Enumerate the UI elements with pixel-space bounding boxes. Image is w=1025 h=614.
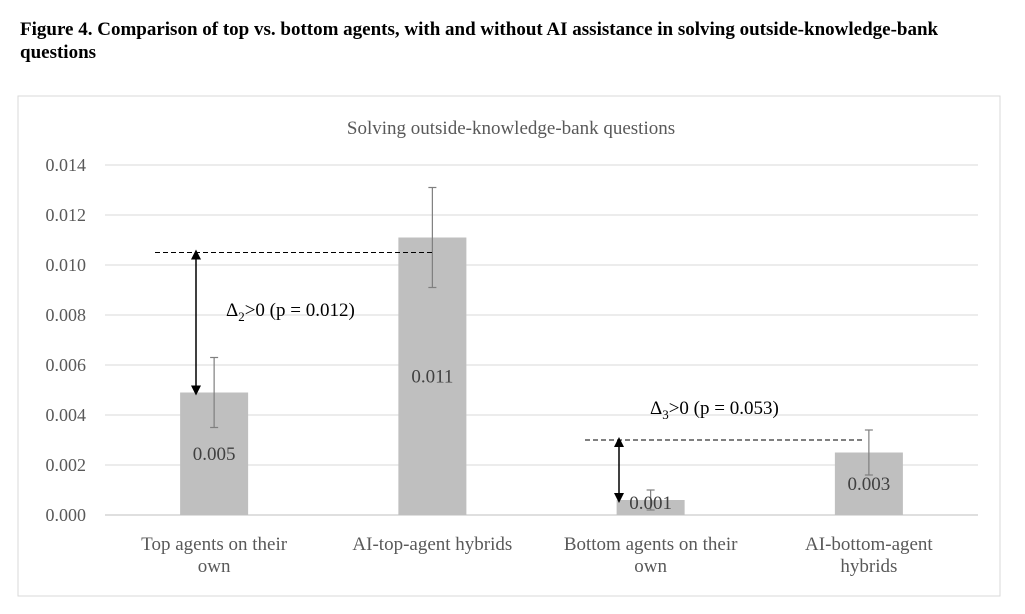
y-tick-label: 0.010 bbox=[46, 255, 87, 275]
x-tick-label: own bbox=[198, 556, 231, 577]
y-tick-label: 0.008 bbox=[46, 305, 87, 325]
chart-title: Solving outside-knowledge-bank questions bbox=[347, 118, 675, 139]
x-tick-label: Bottom agents on their bbox=[564, 534, 738, 555]
x-tick-label: hybrids bbox=[840, 556, 897, 577]
annotation-label: Δ2>0 (p = 0.012) bbox=[226, 300, 355, 324]
data-label: 0.003 bbox=[848, 474, 891, 495]
y-tick-label: 0.014 bbox=[46, 155, 87, 175]
y-tick-label: 0.000 bbox=[46, 505, 87, 525]
figure-title: Figure 4. Comparison of top vs. bottom a… bbox=[20, 19, 939, 63]
error-bars bbox=[210, 186, 873, 511]
data-label: 0.001 bbox=[629, 493, 672, 514]
y-axis-ticks: 0.000 0.002 0.004 0.006 0.008 0.010 0.012 0.014 bbox=[46, 155, 87, 525]
x-tick-label: Top agents on their bbox=[141, 534, 288, 555]
y-tick-label: 0.006 bbox=[46, 355, 87, 375]
y-tick-label: 0.002 bbox=[46, 455, 87, 475]
y-tick-label: 0.012 bbox=[46, 205, 87, 225]
annotation-label: Δ3>0 (p = 0.053) bbox=[650, 398, 779, 422]
data-labels: 0.005 0.011 0.001 0.003 bbox=[193, 366, 891, 514]
x-tick-label: own bbox=[634, 556, 667, 577]
chart-frame bbox=[17, 95, 1001, 597]
y-tick-label: 0.004 bbox=[46, 405, 87, 425]
data-label: 0.011 bbox=[411, 366, 453, 387]
gridlines bbox=[105, 164, 978, 516]
annotations: Δ2>0 (p = 0.012) Δ3>0 (p = 0.053) bbox=[155, 249, 862, 503]
data-label: 0.005 bbox=[193, 444, 236, 465]
x-tick-label: AI-top-agent hybrids bbox=[352, 534, 512, 555]
x-tick-label: AI-bottom-agent bbox=[805, 534, 933, 555]
